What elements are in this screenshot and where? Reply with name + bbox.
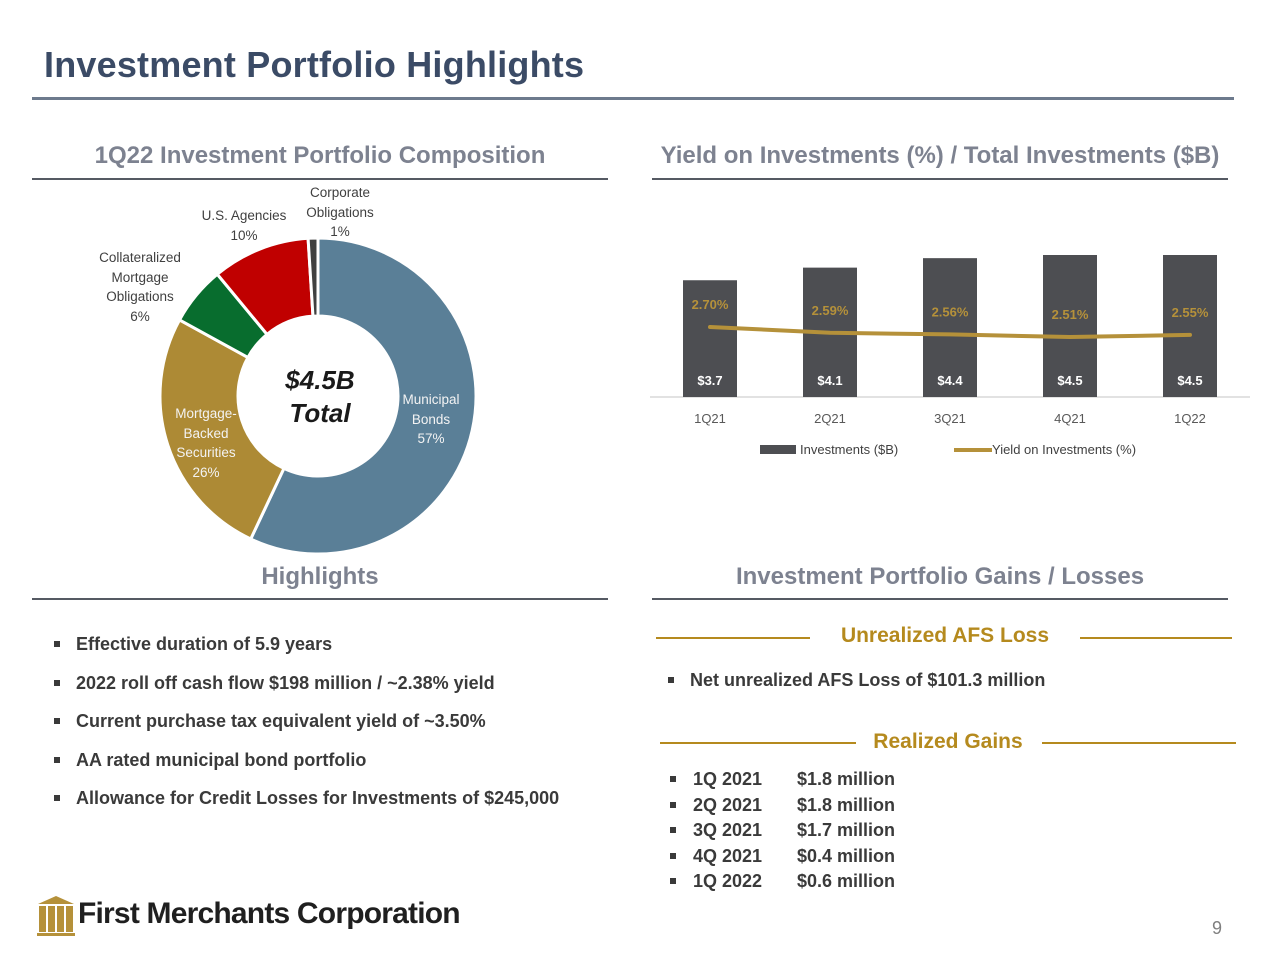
- highlights-divider: [32, 598, 608, 600]
- gains-losses-divider: [652, 598, 1228, 600]
- unrealized-list: Net unrealized AFS Loss of $101.3 millio…: [668, 668, 1045, 692]
- x-tick-label: 1Q21: [694, 411, 726, 426]
- realized-item: 1Q 2022 $0.6 million: [670, 869, 895, 895]
- legend-swatch-investments: [760, 445, 796, 454]
- realized-heading: Realized Gains: [873, 730, 1023, 753]
- realized-item: 3Q 2021 $1.7 million: [670, 818, 895, 844]
- investment-bar: [1043, 255, 1097, 397]
- highlight-item: Allowance for Credit Losses for Investme…: [54, 786, 614, 825]
- page-number: 9: [1212, 918, 1223, 938]
- yield-data-label: 2.56%: [932, 304, 969, 319]
- columns-building-icon: [36, 894, 76, 941]
- realized-item: 4Q 2021 $0.4 million: [670, 844, 895, 870]
- realized-rule-right: [1042, 742, 1236, 744]
- investment-bar-label: $4.4: [937, 373, 963, 388]
- legend-label-investments: Investments ($B): [800, 442, 898, 457]
- yield-data-label: 2.70%: [692, 297, 729, 312]
- pie-label-corporate: Corporate Obligations 1%: [306, 185, 374, 239]
- composition-title: 1Q22 Investment Portfolio Composition: [94, 142, 546, 169]
- investment-bar: [923, 258, 977, 397]
- x-tick-label: 1Q22: [1174, 411, 1206, 426]
- title-divider: [32, 97, 1234, 100]
- highlight-item: Current purchase tax equivalent yield of…: [54, 709, 614, 748]
- unrealized-rule-left: [656, 637, 810, 639]
- realized-item: 2Q 2021 $1.8 million: [670, 793, 895, 819]
- pie-label-agencies: U.S. Agencies 10%: [201, 208, 287, 243]
- investment-bar: [683, 280, 737, 397]
- pie-label-municipal: Municipal Bonds 57%: [402, 392, 460, 446]
- unrealized-rule-right: [1080, 637, 1232, 639]
- slice-mortgage-backed: [158, 317, 286, 541]
- legend-label-yield: Yield on Investments (%): [992, 442, 1136, 457]
- highlight-item: AA rated municipal bond portfolio: [54, 748, 614, 787]
- yield-bar-chart: $3.7 1Q21 $4.1 2Q21 $4.4 3Q21 $4.5 4Q21 $4.5 1Q22…: [650, 255, 1250, 457]
- pie-label-mbs: Mortgage- Backed Securities 26%: [175, 406, 237, 480]
- slice-corporate: [306, 236, 320, 318]
- realized-list: 1Q 2021 $1.8 million 2Q 2021 $1.8 million …: [670, 767, 895, 895]
- highlight-item: Effective duration of 5.9 years: [54, 632, 614, 671]
- investment-bar-label: $4.1: [817, 373, 842, 388]
- company-logo-text: First Merchants Corporation: [78, 897, 461, 930]
- investment-bar: [1163, 255, 1217, 397]
- yield-data-label: 2.55%: [1172, 305, 1209, 320]
- realized-rule-left: [660, 742, 856, 744]
- x-tick-label: 3Q21: [934, 411, 966, 426]
- investment-bar-label: $4.5: [1057, 373, 1082, 388]
- highlights-list: Effective duration of 5.9 years 2022 rol…: [54, 632, 614, 825]
- page-title: Investment Portfolio Highlights: [44, 44, 585, 85]
- gains-losses-title: Investment Portfolio Gains / Losses: [735, 563, 1145, 590]
- highlights-title: Highlights: [261, 563, 379, 590]
- pie-total-label: $4.5B Total: [285, 365, 355, 428]
- pie-label-cmo: Collateralized Mortgage Obligations 6%: [99, 250, 181, 324]
- slice-municipal-bonds: [248, 236, 478, 556]
- yield-data-label: 2.59%: [812, 303, 849, 318]
- x-tick-label: 2Q21: [814, 411, 846, 426]
- highlight-item: 2022 roll off cash flow $198 million / ~…: [54, 671, 614, 710]
- composition-divider: [32, 178, 608, 180]
- investment-bar-label: $4.5: [1177, 373, 1202, 388]
- yield-line: [708, 325, 1192, 339]
- yield-chart-divider: [652, 178, 1228, 180]
- investment-bar-label: $3.7: [697, 373, 722, 388]
- unrealized-item: Net unrealized AFS Loss of $101.3 millio…: [668, 668, 1045, 692]
- x-tick-label: 4Q21: [1054, 411, 1086, 426]
- unrealized-heading: Unrealized AFS Loss: [840, 624, 1050, 647]
- donut-chart: [158, 236, 478, 556]
- yield-chart-title: Yield on Investments (%) / Total Investm…: [660, 142, 1220, 169]
- realized-item: 1Q 2021 $1.8 million: [670, 767, 895, 793]
- yield-data-label: 2.51%: [1052, 307, 1089, 322]
